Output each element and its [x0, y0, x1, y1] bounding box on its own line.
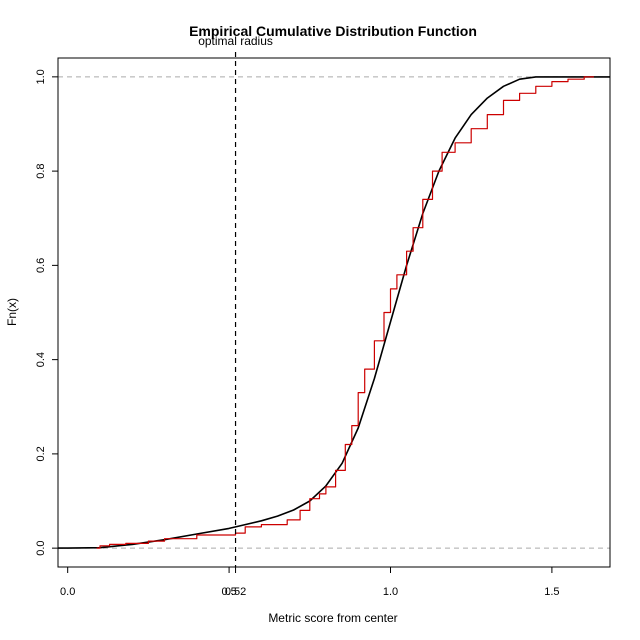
y-tick-label: 0.2: [35, 446, 47, 461]
x-tick-label: 0.0: [60, 586, 75, 598]
x-tick-label: 0.52: [225, 586, 246, 598]
y-tick-label: 0.8: [35, 163, 47, 178]
y-tick-label: 0.4: [35, 352, 47, 367]
series-line-2: [96, 76, 594, 549]
y-axis: 0.0 0.2 0.4 0.6 0.8 1.0: [35, 69, 58, 556]
series-line-1: [58, 76, 610, 549]
x-axis: 0.0 0.50.52 1.0 1.5: [60, 567, 560, 598]
chart-title: Empirical Cumulative Distribution Functi…: [189, 23, 477, 39]
plot-frame: [57, 57, 611, 568]
x-tick-label: 1.5: [544, 586, 559, 598]
x-tick-label: 1.0: [383, 586, 398, 598]
vline-label: optimal radius: [198, 34, 273, 48]
y-axis-label: Fn(x): [5, 298, 19, 326]
y-tick-label: 0.6: [35, 258, 47, 273]
plot-layer: [57, 52, 611, 568]
y-tick-label: 0.0: [35, 540, 47, 555]
x-tick-label: 0.5: [221, 586, 236, 598]
y-tick-label: 1.0: [35, 69, 47, 84]
x-axis-label: Metric score from center: [268, 611, 397, 625]
